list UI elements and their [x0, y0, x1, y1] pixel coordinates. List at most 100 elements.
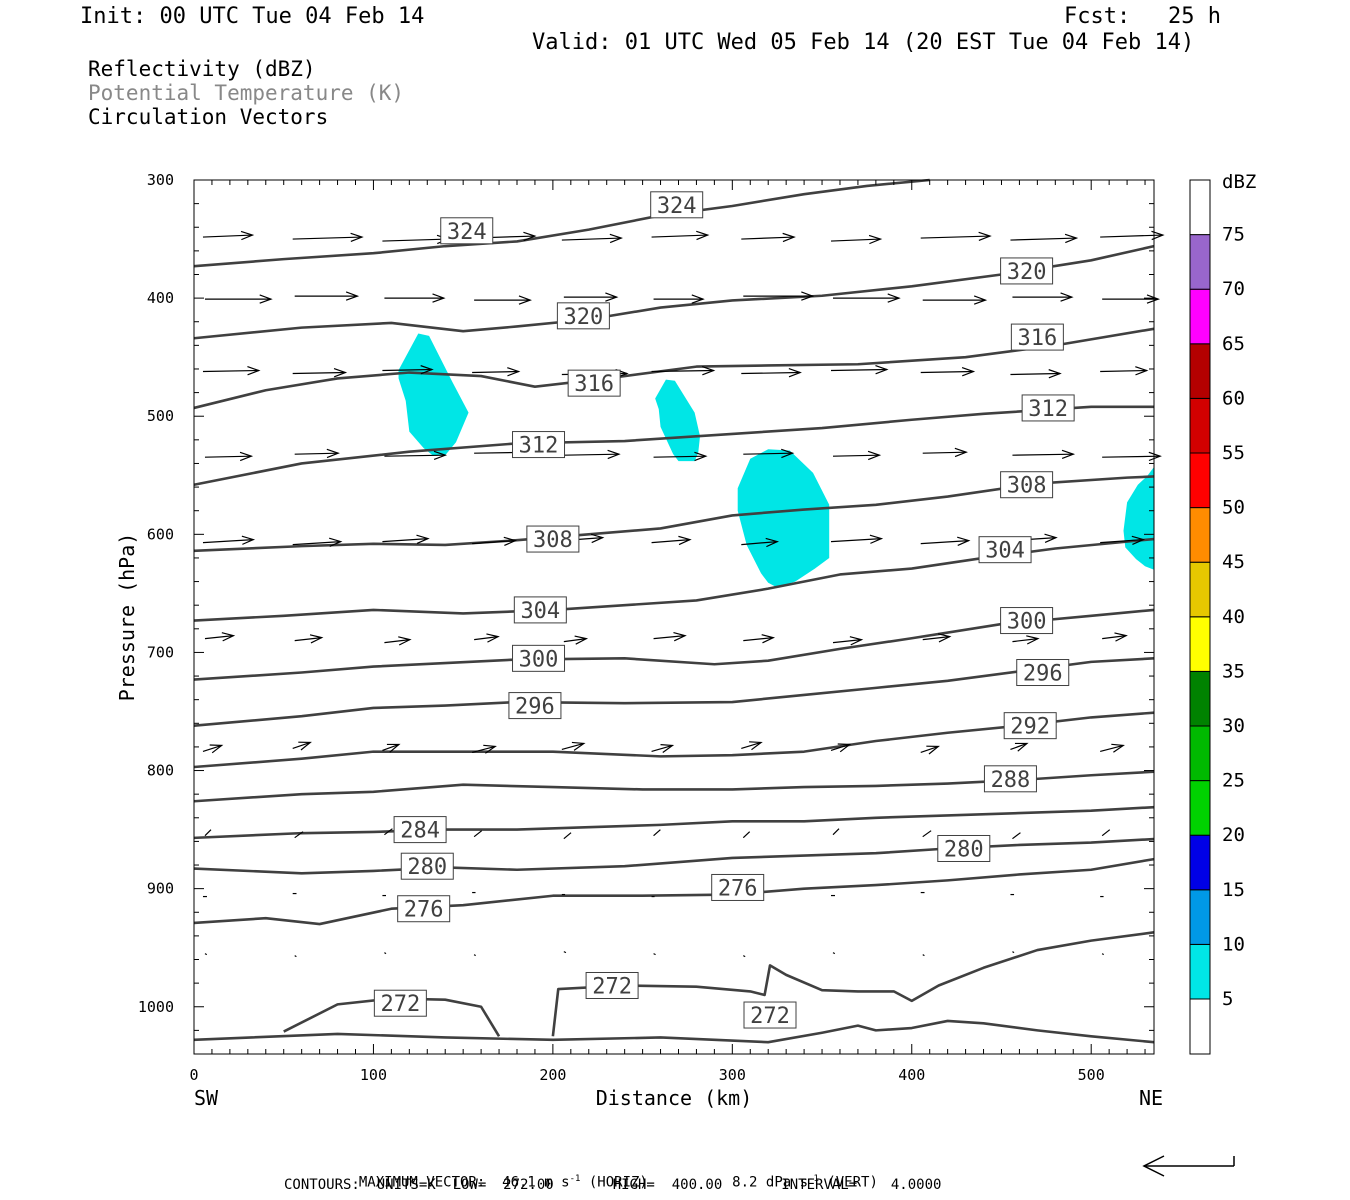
vector-shaft [563, 832, 572, 840]
max-vector-text: MAXIMUM VECTOR: 46.1 m s-1 (HORIZ) 8.2 d… [342, 1158, 878, 1191]
x-axis-label: Distance (km) [596, 1086, 753, 1110]
contour-label-box [512, 644, 566, 672]
reflectivity-cell [398, 333, 469, 456]
y-axis-label: Pressure (hPa) [115, 533, 139, 702]
y-tick-label: 600 [147, 525, 174, 543]
colorbar-bin [1189, 834, 1211, 891]
vector-shaft [830, 238, 881, 242]
contour-label: 316 [574, 372, 614, 397]
colorbar-bin [1189, 507, 1211, 563]
y-tick-label: 700 [147, 643, 174, 661]
colorbar-tick-label: 10 [1222, 933, 1245, 955]
vector-shaft [294, 955, 297, 958]
colorbar-tick-label: 30 [1222, 715, 1245, 737]
vector-head [749, 741, 763, 751]
vector-shaft [474, 636, 499, 641]
vector-shaft [920, 539, 969, 545]
vector-shaft [830, 537, 882, 543]
vector-shaft [202, 369, 259, 373]
valid-time: Valid: 01 UTC Wed 05 Feb 14 (20 EST Tue … [532, 30, 1195, 55]
contour-label: 272 [380, 992, 420, 1017]
vector-shaft [651, 234, 708, 238]
vector-shaft [384, 952, 387, 955]
vector-head [1114, 632, 1128, 642]
vector-shaft [743, 955, 746, 958]
reference-vector-head [1142, 1155, 1165, 1177]
contour-label: 296 [515, 695, 555, 720]
vector-shaft [292, 371, 346, 375]
plot-frame [193, 179, 1155, 1055]
vector-shaft [561, 237, 622, 241]
vector-shaft [294, 452, 339, 455]
colorbar-tick-label: 55 [1222, 442, 1245, 464]
contour-label-box [937, 834, 991, 862]
vector-shaft [1012, 453, 1074, 456]
contour-label-box [585, 971, 639, 999]
contour-label-box [1000, 607, 1054, 635]
vector-shaft [294, 637, 322, 642]
vector-shaft [920, 235, 991, 239]
colorbar-tick-label: 70 [1222, 278, 1245, 300]
vector-shaft [204, 829, 212, 837]
vector-head [694, 451, 708, 462]
vector-shaft [1100, 369, 1147, 373]
vector-head [954, 447, 968, 458]
vector-shaft [472, 370, 519, 374]
theta-contour-line [193, 805, 1155, 840]
vector-shaft [830, 368, 887, 372]
colorbar-tick-label: 75 [1222, 224, 1245, 246]
vector-head [433, 450, 448, 461]
vector-head [503, 536, 518, 547]
vector-head [887, 293, 901, 303]
vector-head [837, 743, 852, 753]
vector-head [1111, 743, 1125, 753]
vector-shaft [830, 743, 850, 752]
vector-shaft [651, 744, 673, 753]
contour-label: 320 [564, 305, 604, 330]
reflectivity-cells [398, 333, 1154, 588]
theta-contour-line [193, 857, 1155, 926]
vector-shaft [384, 828, 393, 836]
vector-head [432, 293, 446, 303]
vector-head [781, 448, 795, 459]
field-vectors: Circulation Vectors [88, 105, 329, 129]
vector-head [678, 535, 692, 546]
colorbar: 5 10 15 20 25 30 35 40 45 50 55 60 65 70 75 dBZ [1189, 171, 1256, 1055]
vector-head [978, 231, 992, 242]
vector-head [691, 294, 705, 304]
vector-head [1148, 451, 1162, 462]
vector-head [386, 743, 401, 753]
vector-head [973, 295, 988, 305]
vector-head [673, 632, 687, 642]
vector-shaft [832, 454, 880, 457]
colorbar-bin [1189, 725, 1211, 782]
max-vector-vert-exp: -1 [808, 1174, 819, 1184]
vector-head [926, 745, 940, 755]
colorbar-tick-label: 50 [1222, 497, 1245, 519]
vector-head [1146, 294, 1161, 304]
vector-shaft [384, 639, 410, 644]
vector-head [518, 295, 532, 305]
vector-shaft [292, 741, 311, 750]
vector-head [1026, 635, 1040, 645]
vector-head [1048, 369, 1062, 379]
vector-shaft [382, 368, 433, 372]
axes: 0 100 200 300 400 500 300 400 500 600 700 800 900 100… [115, 171, 1163, 1110]
field-theta: Potential Temperature (K) [88, 81, 405, 105]
vector-shaft [741, 741, 762, 750]
contours-info: CONTOURS: UNITS=K LOW= 272.00 HIGH= 400.… [284, 1177, 942, 1193]
theta-contour-line [193, 178, 930, 268]
vector-shaft [832, 952, 836, 955]
max-vector-vert-tag: (VERT) [827, 1174, 878, 1191]
vector-shaft [922, 830, 932, 838]
colorbar-bin [1189, 889, 1211, 945]
contour-label: 296 [1023, 662, 1063, 687]
vector-shaft [653, 953, 656, 956]
contour-label-box [1021, 394, 1075, 422]
vector-shaft [384, 454, 446, 457]
contour-label-box [711, 873, 765, 901]
colorbar-bin [1189, 234, 1211, 290]
vector-head [696, 230, 710, 241]
vector-head [702, 366, 716, 376]
